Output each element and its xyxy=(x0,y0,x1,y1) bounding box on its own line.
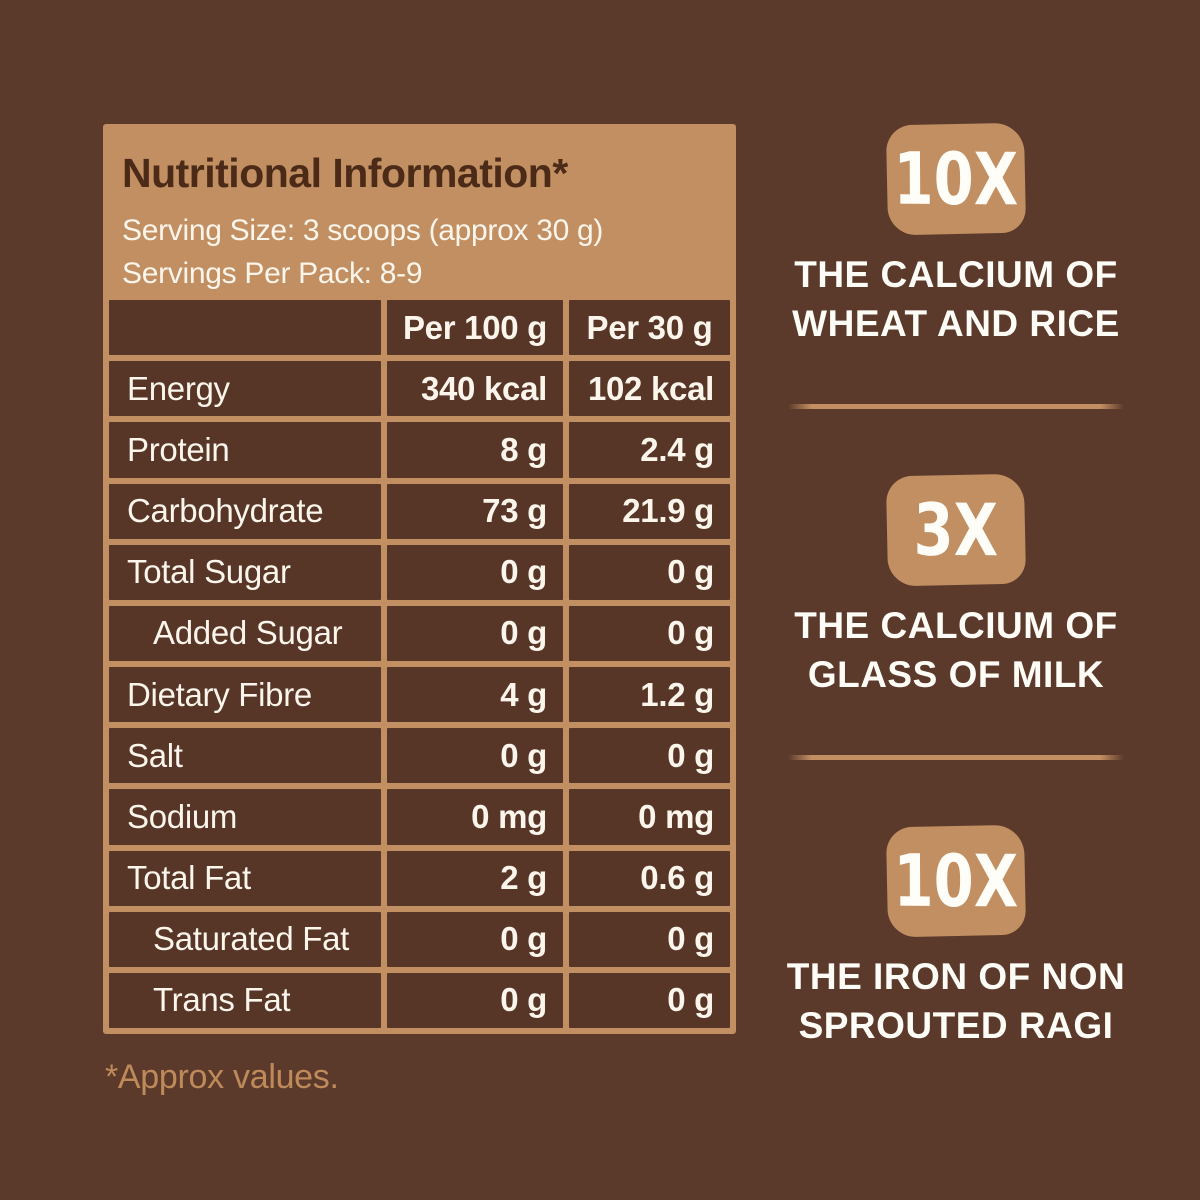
callout-line: THE CALCIUM OF xyxy=(794,254,1118,295)
table-corner-cell xyxy=(109,300,381,356)
row-label: Added Sugar xyxy=(109,605,381,661)
row-value-per-30g: 0 g xyxy=(569,911,730,967)
panel-header: Nutritional Information* Serving Size: 3… xyxy=(103,124,736,300)
row-value-per-100g: 0 g xyxy=(387,728,563,784)
row-value-per-30g: 102 kcal xyxy=(569,361,730,417)
multiplier-badge-iron-ragi: 10X xyxy=(885,824,1027,938)
callout-text-calcium-milk: THE CALCIUM OF GLASS OF MILK xyxy=(794,601,1118,699)
row-value-per-100g: 4 g xyxy=(387,667,563,723)
benefit-callouts: 10X THE CALCIUM OF WHEAT AND RICE 3X THE… xyxy=(786,122,1126,1050)
column-header-per-100g: Per 100 g xyxy=(387,300,563,356)
row-label: Total Sugar xyxy=(109,544,381,600)
multiplier-value: 3X xyxy=(913,487,999,573)
callout-line: THE CALCIUM OF xyxy=(794,605,1118,646)
callout-text-calcium-wheat: THE CALCIUM OF WHEAT AND RICE xyxy=(792,250,1120,348)
multiplier-badge-calcium-milk: 3X xyxy=(885,473,1027,587)
row-label: Protein xyxy=(109,422,381,478)
callout-line: GLASS OF MILK xyxy=(807,654,1105,695)
nutrition-table: Per 100 g Per 30 g Energy 340 kcal 102 kca… xyxy=(103,300,736,1034)
row-value-per-30g: 0 g xyxy=(569,544,730,600)
multiplier-value: 10X xyxy=(893,838,1019,924)
row-value-per-30g: 0 g xyxy=(569,728,730,784)
row-label: Energy xyxy=(109,361,381,417)
row-label: Trans Fat xyxy=(109,972,381,1028)
approx-values-note: *Approx values. xyxy=(105,1058,339,1096)
nutrition-panel: Nutritional Information* Serving Size: 3… xyxy=(103,124,736,1034)
row-value-per-100g: 73 g xyxy=(387,483,563,539)
servings-per-pack-text: Servings Per Pack: 8-9 xyxy=(122,257,423,290)
row-value-per-100g: 0 mg xyxy=(387,789,563,845)
row-value-per-100g: 340 kcal xyxy=(387,361,563,417)
row-label: Carbohydrate xyxy=(109,483,381,539)
row-label: Dietary Fibre xyxy=(109,667,381,723)
section-divider xyxy=(788,755,1124,760)
row-value-per-30g: 0 g xyxy=(569,972,730,1028)
row-label: Total Fat xyxy=(109,850,381,906)
row-label: Saturated Fat xyxy=(109,911,381,967)
row-label: Salt xyxy=(109,728,381,784)
row-value-per-100g: 8 g xyxy=(387,422,563,478)
row-value-per-100g: 0 g xyxy=(387,911,563,967)
callout-line: THE IRON OF NON xyxy=(786,956,1126,997)
callout-line: SPROUTED RAGI xyxy=(798,1005,1114,1046)
row-value-per-30g: 1.2 g xyxy=(569,667,730,723)
row-value-per-100g: 2 g xyxy=(387,850,563,906)
row-value-per-100g: 0 g xyxy=(387,972,563,1028)
multiplier-badge-calcium-wheat: 10X xyxy=(885,122,1027,236)
row-value-per-30g: 21.9 g xyxy=(569,483,730,539)
column-header-per-30g: Per 30 g xyxy=(569,300,730,356)
row-value-per-100g: 0 g xyxy=(387,544,563,600)
row-value-per-30g: 0 g xyxy=(569,605,730,661)
multiplier-value: 10X xyxy=(893,136,1019,222)
panel-title: Nutritional Information* xyxy=(122,150,568,196)
row-value-per-30g: 0.6 g xyxy=(569,850,730,906)
row-value-per-30g: 0 mg xyxy=(569,789,730,845)
row-value-per-100g: 0 g xyxy=(387,605,563,661)
serving-size-text: Serving Size: 3 scoops (approx 30 g) xyxy=(122,214,604,247)
row-label: Sodium xyxy=(109,789,381,845)
row-value-per-30g: 2.4 g xyxy=(569,422,730,478)
callout-line: WHEAT AND RICE xyxy=(792,303,1120,344)
callout-text-iron-ragi: THE IRON OF NON SPROUTED RAGI xyxy=(787,952,1125,1050)
section-divider xyxy=(788,404,1124,409)
